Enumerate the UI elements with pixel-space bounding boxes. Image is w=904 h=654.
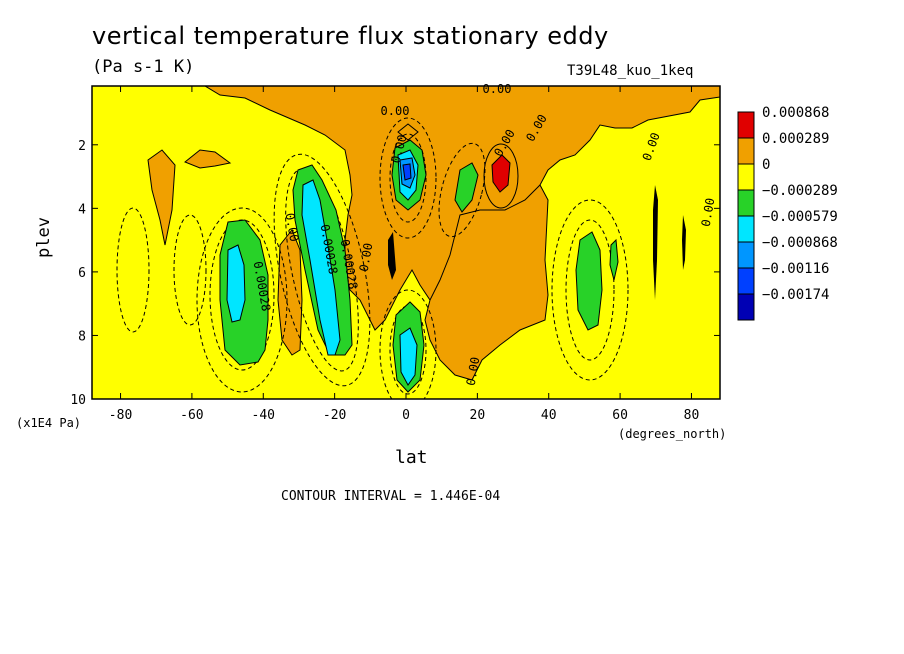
x-tick-label: 0 (402, 408, 410, 423)
field-green-nh-mid (575, 231, 603, 331)
contour-eq-lower-outer (379, 289, 437, 399)
contour-label: 0.00 (357, 242, 376, 273)
field-positive-sw (147, 149, 176, 246)
field-red-nh (491, 154, 511, 193)
contour-nh-thin-2 (682, 215, 686, 270)
x-ticks: -80 -60 -40 -20 0 20 40 60 80 (109, 86, 699, 423)
legend-swatch (737, 267, 755, 295)
field-green-nh-small (609, 238, 619, 281)
contour-labels: 0.000.000.000.000.000.000.000.000.000.00… (251, 82, 718, 387)
field-darkblue-eq-upper (402, 163, 412, 181)
x-tick-label: 60 (612, 408, 628, 423)
contour-nh-mid-inner (565, 219, 615, 361)
negative-contours (116, 117, 629, 399)
legend-label: −0.00174 (762, 287, 829, 303)
legend-swatch (737, 215, 755, 243)
contour-interval: CONTOUR INTERVAL = 1.446E-04 (281, 489, 501, 504)
legend-label: −0.000868 (762, 235, 838, 251)
legend-label: −0.000579 (762, 209, 838, 225)
legend-label: 0.000289 (762, 131, 829, 147)
y-ticks: 2 4 6 8 10 (70, 139, 720, 408)
y-axis-unit: (x1E4 Pa) (16, 416, 82, 430)
contour-sh-west (173, 214, 207, 326)
contour-sh-outer (196, 207, 288, 393)
legend-label: −0.00116 (762, 261, 829, 277)
contour-eq-upper-outer (379, 117, 437, 239)
legend-swatch (737, 293, 755, 321)
contour-nh-thin-1 (653, 185, 658, 300)
contour-eq-lower-inner (389, 305, 427, 395)
legend-label: 0 (762, 157, 770, 173)
contour-label: 0.00 (483, 82, 512, 96)
contour-far-sh (116, 207, 150, 333)
x-tick-label: -40 (252, 408, 275, 423)
y-tick-label: 10 (70, 393, 86, 408)
legend-swatch (737, 163, 755, 191)
legend-label: −0.000289 (762, 183, 838, 199)
chart-title: vertical temperature flux stationary edd… (92, 22, 609, 50)
x-axis-unit: (degrees_north) (618, 427, 727, 441)
x-tick-label: -80 (109, 408, 132, 423)
legend-swatch (737, 189, 755, 217)
contour-top-loop (397, 123, 419, 141)
x-tick-label: -60 (180, 408, 203, 423)
field-positive-nw (184, 149, 232, 169)
contour-eq-thin (388, 232, 396, 280)
y-tick-label: 8 (78, 329, 86, 344)
field-green-nh-sub (454, 162, 479, 213)
y-tick-label: 4 (78, 202, 86, 217)
contour-label: 0.00 (699, 197, 718, 228)
field-positive-sh-strip (277, 229, 303, 356)
field-positive-lower (424, 184, 549, 381)
legend-swatch (737, 111, 755, 139)
legend: 0.000868 0.000289 0 −0.000289 −0.000579 −0.00… (737, 105, 838, 321)
contour-nh-mid-outer (551, 199, 629, 381)
chart-units: (Pa s-1 K) (92, 57, 195, 77)
y-tick-label: 6 (78, 266, 86, 281)
legend-swatch (737, 241, 755, 269)
legend-swatch (737, 137, 755, 165)
x-axis-label: lat (395, 447, 428, 468)
field-cyan-sh (226, 244, 246, 323)
contour-st-outer (273, 153, 371, 387)
contour-field (92, 86, 720, 399)
x-tick-label: 40 (541, 408, 557, 423)
contour-label: 0.00 (381, 104, 410, 118)
contour-eq-upper-inner (389, 133, 427, 223)
field-cyan-eq-lower (399, 327, 418, 386)
x-tick-label: 20 (470, 408, 486, 423)
x-tick-label: -20 (323, 408, 346, 423)
y-tick-label: 2 (78, 139, 86, 154)
contour-label: 0.00 (464, 356, 483, 387)
contour-nh-sub (438, 142, 486, 238)
x-tick-label: 80 (684, 408, 700, 423)
field-cyan-st (301, 179, 341, 356)
run-label: T39L48_kuo_1keq (567, 63, 694, 79)
contour-label: 0.00 (283, 212, 302, 243)
contour-red-outer (483, 143, 519, 209)
legend-label: 0.000868 (762, 105, 829, 121)
